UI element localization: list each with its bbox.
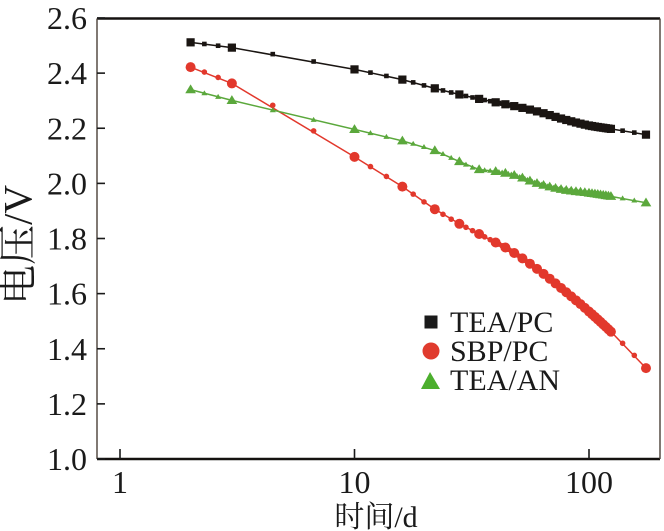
svg-text:2.2: 2.2 xyxy=(47,110,87,146)
svg-text:时间/d: 时间/d xyxy=(334,501,417,531)
svg-text:2.0: 2.0 xyxy=(47,165,87,201)
svg-text:1.2: 1.2 xyxy=(47,386,87,422)
svg-text:1.6: 1.6 xyxy=(47,276,87,312)
svg-text:电压/V: 电压/V xyxy=(0,185,40,305)
svg-text:1.4: 1.4 xyxy=(47,331,87,367)
svg-text:2.6: 2.6 xyxy=(47,0,87,36)
svg-text:1: 1 xyxy=(112,464,128,500)
svg-text:TEA/AN: TEA/AN xyxy=(450,364,560,397)
svg-text:100: 100 xyxy=(565,464,613,500)
svg-text:1.0: 1.0 xyxy=(47,441,87,477)
svg-text:1.8: 1.8 xyxy=(47,221,87,257)
svg-text:2.4: 2.4 xyxy=(47,55,87,91)
svg-text:10: 10 xyxy=(339,464,371,500)
